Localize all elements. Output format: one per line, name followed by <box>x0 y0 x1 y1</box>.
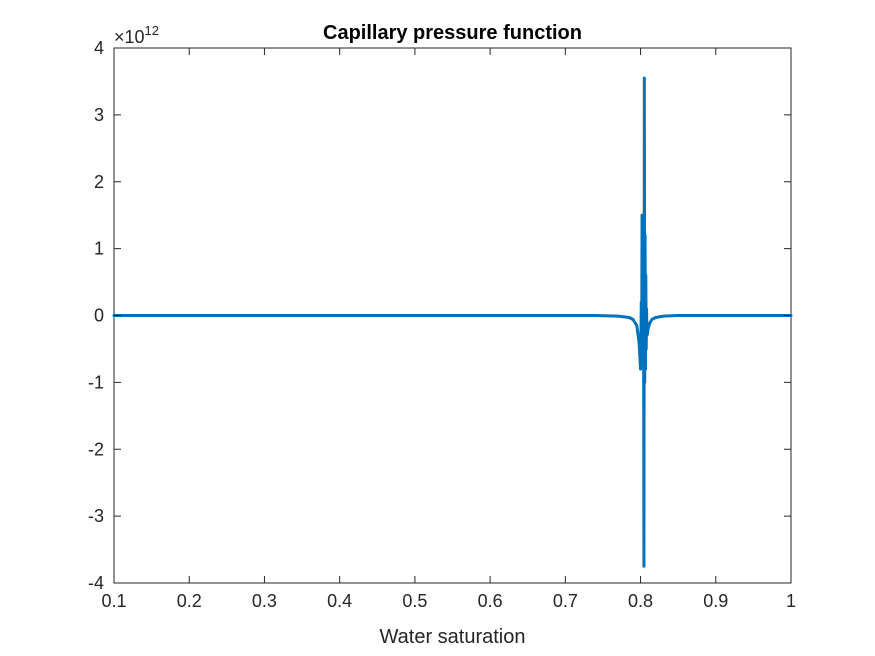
y-tick-label: 3 <box>94 105 104 125</box>
x-tick-label: 0.8 <box>628 591 653 611</box>
y-tick-label: 2 <box>94 172 104 192</box>
x-tick-label: 0.1 <box>101 591 126 611</box>
y-axis-exponent-base: ×10 <box>114 27 145 47</box>
y-tick-label: 1 <box>94 239 104 259</box>
y-tick-label: 4 <box>94 38 104 58</box>
x-tick-label: 0.4 <box>327 591 352 611</box>
x-tick-label: 0.6 <box>478 591 503 611</box>
x-tick-label: 0.2 <box>177 591 202 611</box>
ticks-layer <box>113 47 792 584</box>
y-axis-exponent-power: 12 <box>145 23 159 38</box>
x-tick-label: 0.3 <box>252 591 277 611</box>
y-tick-label: -1 <box>88 372 104 392</box>
data-layer <box>112 76 793 568</box>
series-line-1 <box>112 76 793 568</box>
labels-layer: 0.1 0.2 0.3 0.4 0.5 0.6 0.7 0.8 0.9 1 -4 -3 -2 -1 0 1 2 3… <box>88 38 796 611</box>
y-tick-label: 0 <box>94 306 104 326</box>
y-tick-label: -2 <box>88 439 104 459</box>
chart-title: Capillary pressure function <box>323 22 582 44</box>
y-axis-exponent: ×1012 <box>114 23 159 47</box>
x-axis-title: Water saturation <box>380 626 526 648</box>
x-tick-label: 0.7 <box>553 591 578 611</box>
x-tick-label: 0.9 <box>703 591 728 611</box>
y-tick-label: -4 <box>88 573 104 593</box>
x-tick-label: 0.5 <box>402 591 427 611</box>
y-tick-label: -3 <box>88 506 104 526</box>
x-tick-label: 1 <box>786 591 796 611</box>
